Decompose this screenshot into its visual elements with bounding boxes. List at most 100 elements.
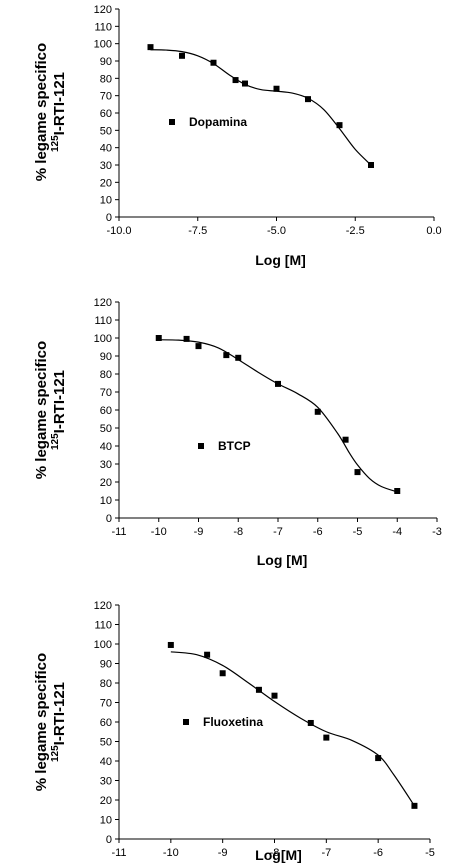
- chart2-y-tick-label: 30: [100, 459, 112, 471]
- chart3-x-tick-label: -8: [270, 847, 280, 859]
- chart1-y-tick-label: 40: [100, 143, 112, 155]
- chart2-x-tick-label: -5: [353, 526, 363, 538]
- chart2-y-axis-title-line2: 125I-RTI-121: [50, 370, 68, 450]
- chart2-y-tick-label: 40: [100, 441, 112, 453]
- chart2-y-tick-label: 80: [100, 369, 112, 381]
- chart1-data-point: [336, 122, 343, 129]
- chart2-x-tick-label: -4: [392, 526, 402, 538]
- chart2-y-tick-label: 120: [94, 297, 112, 309]
- chart2-y-tick-label: 0: [106, 513, 112, 525]
- chart1-y-tick-label: 70: [100, 91, 112, 103]
- chart3-x-tick-label: -7: [321, 847, 331, 859]
- chart2-x-tick-label: -11: [111, 526, 126, 538]
- chart1-y-tick-label: 60: [100, 108, 112, 120]
- chart2-y-tick-label: 70: [100, 387, 112, 399]
- chart1-y-tick-label: 0: [106, 212, 112, 224]
- chart1-y-tick-label: 120: [94, 4, 112, 16]
- chart3-y-tick-label: 100: [94, 639, 112, 651]
- chart3-y-axis-title-text: I-RTI-121: [51, 682, 68, 745]
- chart1-data-point: [232, 77, 239, 84]
- chart3-y-tick-label: 40: [100, 756, 112, 768]
- chart3-y-tick-label: 30: [100, 776, 112, 788]
- chart2-data-point: [155, 335, 162, 341]
- chart1-x-tick-label: -2.5: [346, 225, 365, 237]
- chart3-y-tick-label: 50: [100, 737, 112, 749]
- chart2-x-tick-label: -3: [432, 526, 442, 538]
- chart1-y-tick-label: 50: [100, 125, 112, 137]
- chart2-y-axis-title-text: I-RTI-121: [51, 370, 68, 433]
- chart3-y-tick-label: 60: [100, 717, 112, 729]
- chart1-data-point: [368, 162, 374, 168]
- chart2-data-point: [195, 343, 202, 350]
- chart3-data-point: [255, 686, 262, 693]
- chart2-data-point: [394, 488, 401, 494]
- chart3-x-tick-label: -5: [425, 847, 435, 859]
- chart3-legend-marker: [183, 719, 189, 725]
- chart3-y-axis-title-line2: 125I-RTI-121: [50, 682, 68, 762]
- chart1-y-tick-label: 10: [100, 195, 112, 207]
- chart1-data-point: [273, 85, 280, 92]
- chart3-x-tick-label: -10: [163, 847, 179, 859]
- chart3-y-tick-label: 80: [100, 678, 112, 690]
- chart2-data-point: [354, 469, 361, 476]
- chart3-data-point: [307, 719, 314, 726]
- chart1-y-axis-title: % legame specifico: [33, 43, 50, 181]
- chart2-data-point: [183, 335, 190, 342]
- chart3-y-tick-label: 120: [94, 600, 112, 612]
- chart3-x-tick-label: -11: [111, 847, 126, 859]
- chart2-x-tick-label: -9: [194, 526, 204, 538]
- chart2-y-tick-label: 20: [100, 477, 112, 489]
- chart3-legend-label: Fluoxetina: [203, 715, 263, 729]
- chart2-y-tick-label: 60: [100, 405, 112, 417]
- chart3-y-tick-label: 70: [100, 698, 112, 710]
- chart2-data-point: [275, 380, 281, 387]
- chart3-data-point: [375, 755, 382, 762]
- chart2-legend-label: BTCP: [218, 439, 251, 453]
- chart3-y-tick-label: 90: [100, 659, 112, 671]
- chart2-y-axis-title-superscript: 125: [50, 433, 61, 450]
- chart1-y-tick-label: 30: [100, 160, 112, 172]
- chart1-y-axis-title-text: I-RTI-121: [51, 72, 68, 135]
- chart2-y-tick-label: 110: [94, 315, 112, 327]
- chart1-data-point: [147, 44, 154, 51]
- chart3-data-point: [271, 692, 278, 699]
- chart3-data-point: [204, 651, 211, 658]
- chart1-y-tick-label: 110: [94, 21, 112, 33]
- chart2-y-tick-label: 100: [94, 333, 112, 345]
- chart3-y-axis-title-superscript: 125: [50, 745, 61, 762]
- chart1-data-point: [305, 96, 311, 103]
- chart3-y-tick-label: 10: [100, 815, 112, 827]
- chart2-x-tick-label: -7: [273, 526, 283, 538]
- chart3-y-tick-label: 20: [100, 795, 112, 807]
- chart3-data-point: [323, 734, 330, 741]
- chart3-x-axis-title: Log[M]: [255, 847, 302, 863]
- chart2-x-tick-label: -10: [151, 526, 167, 538]
- chart3-data-point: [411, 802, 418, 809]
- chart3-x-tick-label: -9: [218, 847, 228, 859]
- chart1-y-tick-label: 80: [100, 73, 112, 85]
- chart2-y-tick-label: 90: [100, 351, 112, 363]
- chart1-y-axis-title-superscript: 125: [50, 135, 61, 152]
- chart1-data-point: [210, 59, 217, 66]
- chart2-data-point: [235, 354, 242, 361]
- chart1-x-tick-label: -10.0: [106, 225, 131, 237]
- chart2-y-tick-label: 10: [100, 495, 112, 507]
- chart3-y-tick-label: 110: [94, 620, 112, 632]
- chart1-y-tick-label: 100: [94, 39, 112, 51]
- chart3-data-point: [167, 641, 174, 648]
- chart2-x-tick-label: -6: [313, 526, 323, 538]
- chart1-x-tick-label: -7.5: [188, 225, 207, 237]
- chart2-data-point: [342, 436, 349, 443]
- chart3-x-tick-label: -6: [373, 847, 383, 859]
- chart1-y-tick-label: 20: [100, 177, 112, 189]
- chart2-data-point: [223, 352, 230, 359]
- chart2-data-point: [314, 408, 321, 415]
- chart1-y-tick-label: 90: [100, 56, 112, 68]
- chart1-legend-label: Dopamina: [189, 115, 247, 129]
- chart1-x-tick-label: 0.0: [426, 225, 441, 237]
- chart3-y-tick-label: 0: [106, 834, 112, 846]
- chart3-data-point: [219, 670, 226, 677]
- chart2-y-axis-title: % legame specifico: [33, 341, 50, 479]
- chart1-legend-marker: [169, 119, 175, 125]
- chart1-x-axis-title: Log [M]: [255, 252, 306, 268]
